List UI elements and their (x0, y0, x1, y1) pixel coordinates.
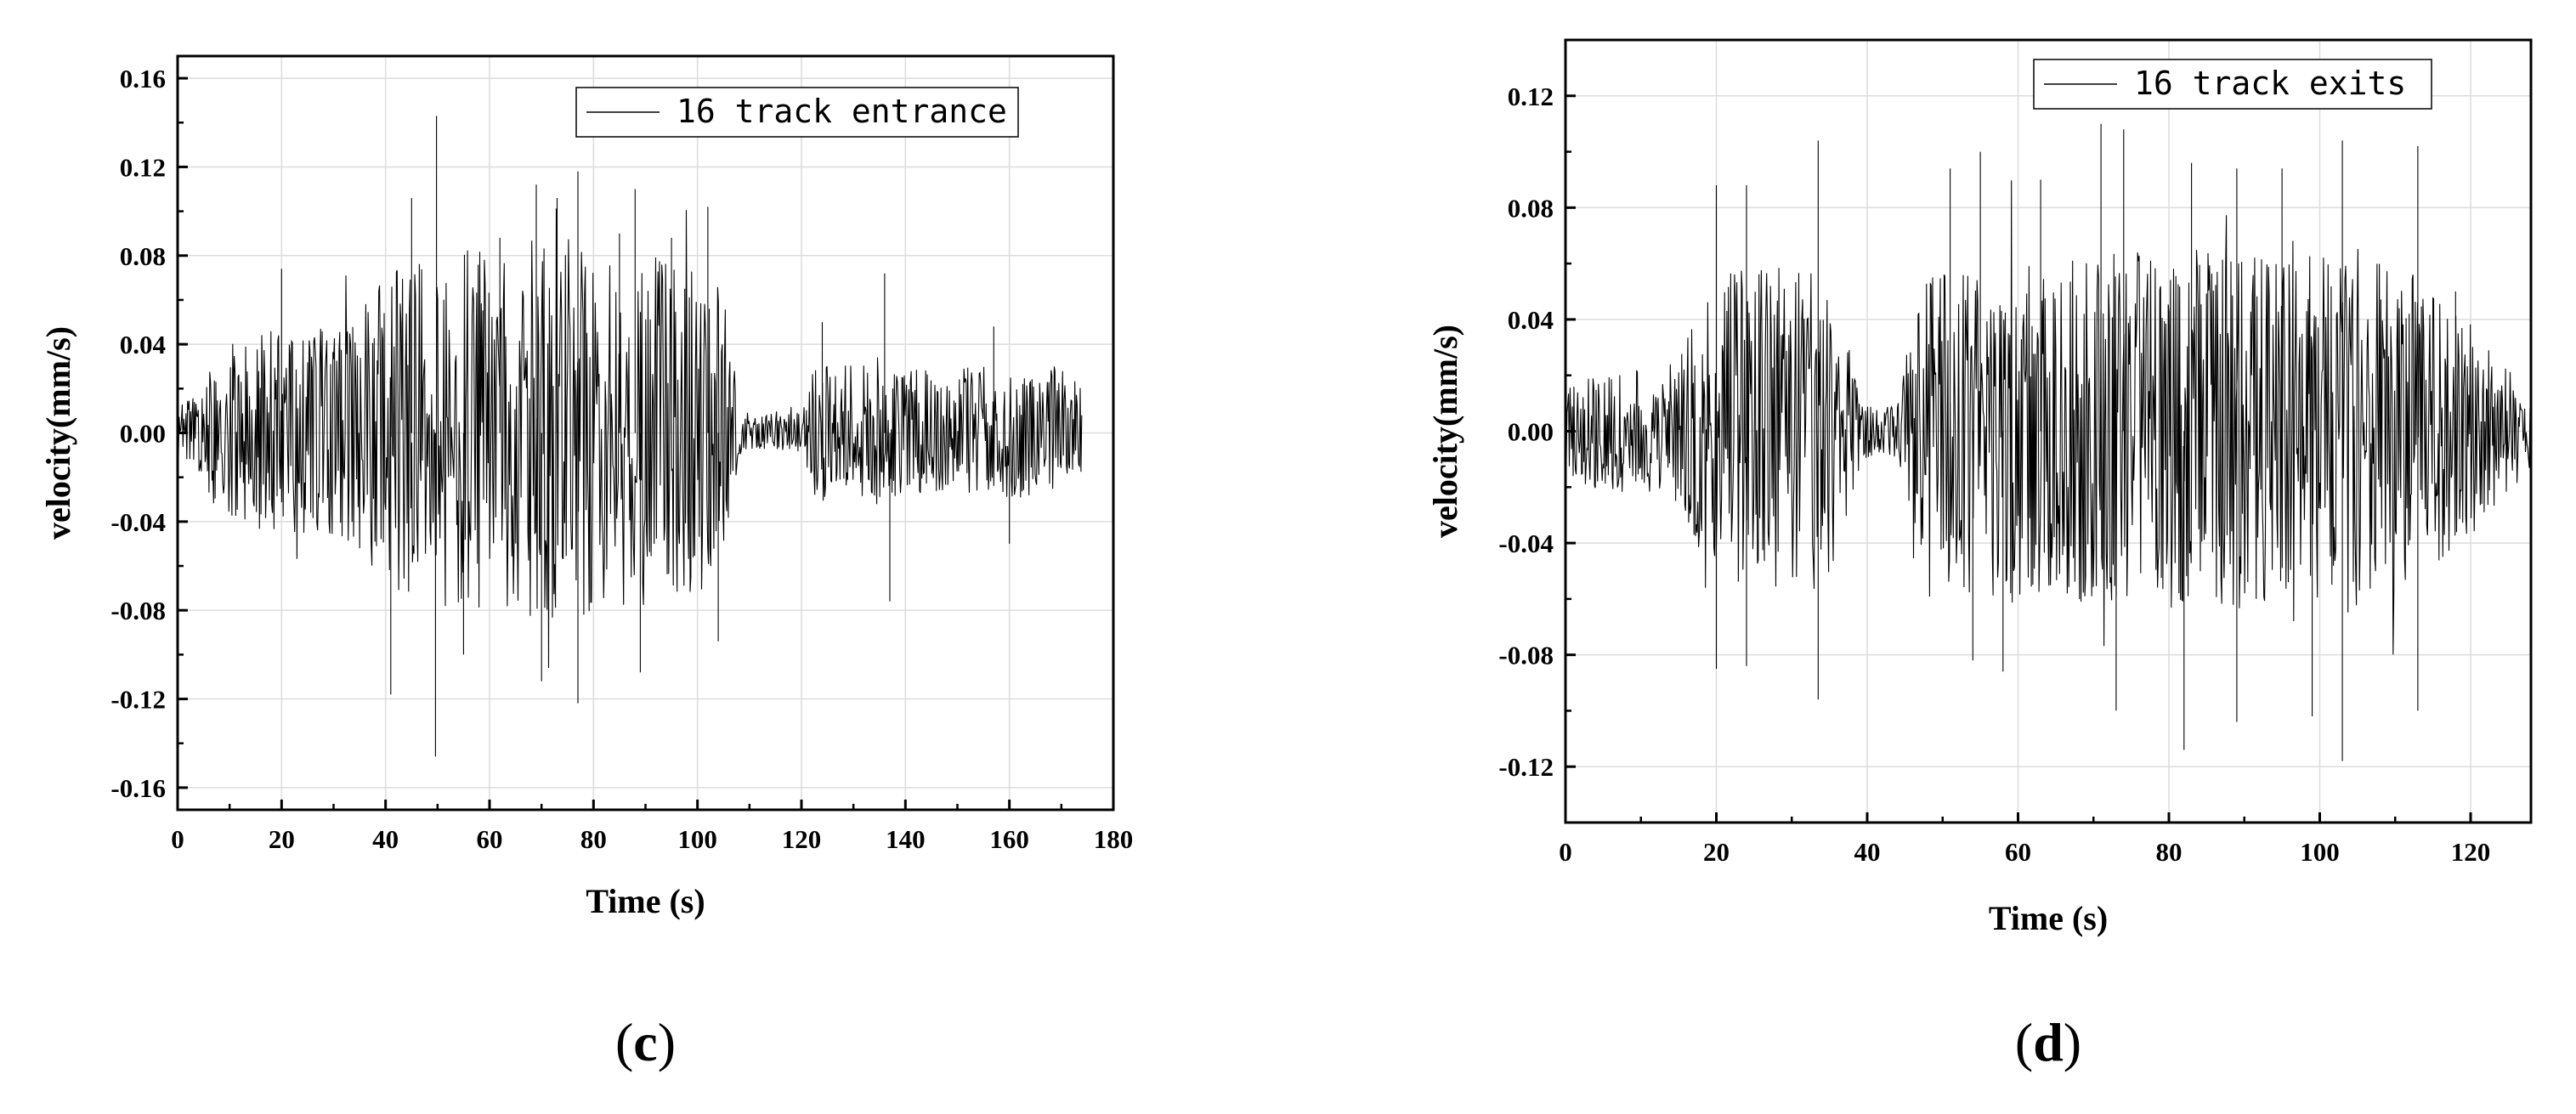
y-tick-label: 0.12 (1508, 82, 1554, 111)
x-tick-label: 100 (677, 824, 717, 854)
x-tick-label: 80 (580, 824, 607, 854)
y-axis-title: velocity(mm/s) (1426, 325, 1464, 538)
y-tick-label: 0.12 (120, 152, 166, 182)
x-tick-label: 100 (2300, 837, 2340, 867)
y-axis-title: velocity(mm/s) (39, 326, 77, 540)
y-tick-label: 0.16 (120, 64, 166, 93)
x-tick-label: 20 (1703, 837, 1730, 867)
y-tick-label: -0.04 (1498, 529, 1554, 558)
y-tick-label: -0.16 (110, 773, 166, 803)
legend: 16 track entrance (575, 87, 1019, 138)
y-tick-label: -0.12 (1498, 752, 1554, 782)
y-tick-label: -0.08 (110, 596, 166, 625)
x-tick-label: 60 (2005, 837, 2031, 867)
x-tick-label: 180 (1094, 824, 1134, 854)
x-tick-label: 140 (886, 824, 926, 854)
x-axis-title: Time (s) (586, 882, 705, 920)
x-tick-label: 60 (477, 824, 503, 854)
x-tick-label: 20 (269, 824, 295, 854)
panel-label: (c) (615, 1012, 676, 1072)
legend: 16 track exits (2033, 59, 2432, 110)
y-tick-label: 0.00 (1508, 417, 1554, 447)
signal-trace (177, 116, 1083, 757)
y-tick-label: -0.12 (110, 685, 166, 715)
x-axis-title: Time (s) (1989, 899, 2108, 937)
legend-label: 16 track exits (2134, 65, 2406, 102)
y-tick-label: 0.08 (120, 241, 166, 271)
chart-panel-d: 0 20 40 60 80 100 120 -0.12 -0.08 -0.04 0.00 0.04 0.… (1426, 38, 2533, 1072)
x-tick-label: 40 (372, 824, 399, 854)
legend-label: 16 track entrance (677, 93, 1007, 130)
x-tick-label: 80 (2156, 837, 2183, 867)
signal-trace (1565, 123, 2532, 761)
x-tick-label: 0 (1559, 837, 1572, 867)
x-tick-label: 120 (782, 824, 822, 854)
x-tick-label: 120 (2451, 837, 2491, 867)
x-tick-label: 160 (989, 824, 1029, 854)
panel-label: (d) (2015, 1012, 2081, 1072)
x-tick-label: 40 (1854, 837, 1881, 867)
chart-panel-c: 0 20 40 60 80 100 120 140 160 180 -0.16 -0.12 -0.08 -… (39, 54, 1134, 1072)
y-tick-label: 0.08 (1508, 193, 1554, 223)
y-tick-label: 0.04 (1508, 305, 1554, 335)
x-tick-label: 0 (171, 824, 184, 854)
y-tick-label: 0.04 (120, 330, 166, 359)
y-tick-label: 0.00 (120, 419, 166, 449)
y-tick-label: -0.04 (110, 507, 166, 537)
y-tick-label: -0.08 (1498, 641, 1554, 670)
